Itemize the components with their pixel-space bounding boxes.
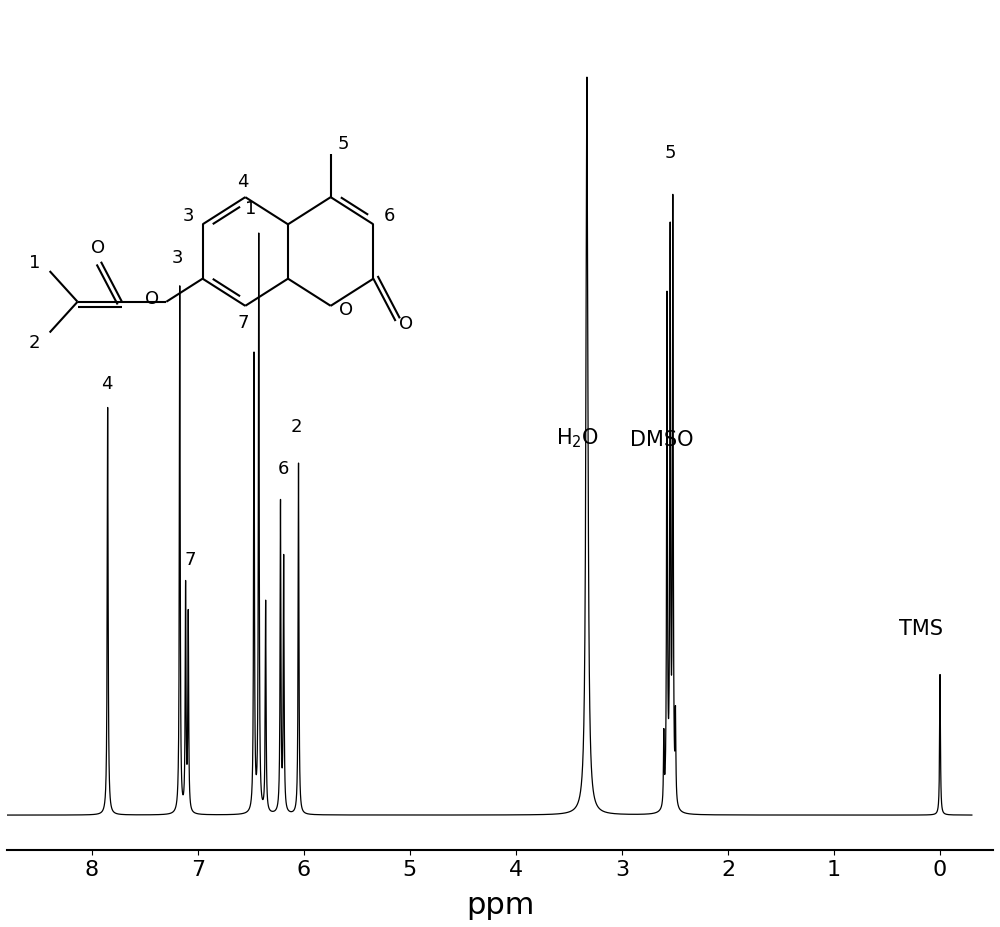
- Text: 7: 7: [185, 552, 196, 569]
- Text: TMS: TMS: [899, 619, 943, 640]
- Text: DMSO: DMSO: [630, 430, 694, 450]
- Text: 3: 3: [172, 249, 183, 267]
- Text: 5: 5: [664, 144, 676, 161]
- Text: 4: 4: [101, 375, 112, 393]
- X-axis label: ppm: ppm: [466, 891, 534, 921]
- Text: 1: 1: [245, 199, 257, 218]
- Text: H$_2$O: H$_2$O: [556, 426, 599, 450]
- Text: 6: 6: [278, 460, 289, 477]
- Text: 2: 2: [291, 417, 302, 436]
